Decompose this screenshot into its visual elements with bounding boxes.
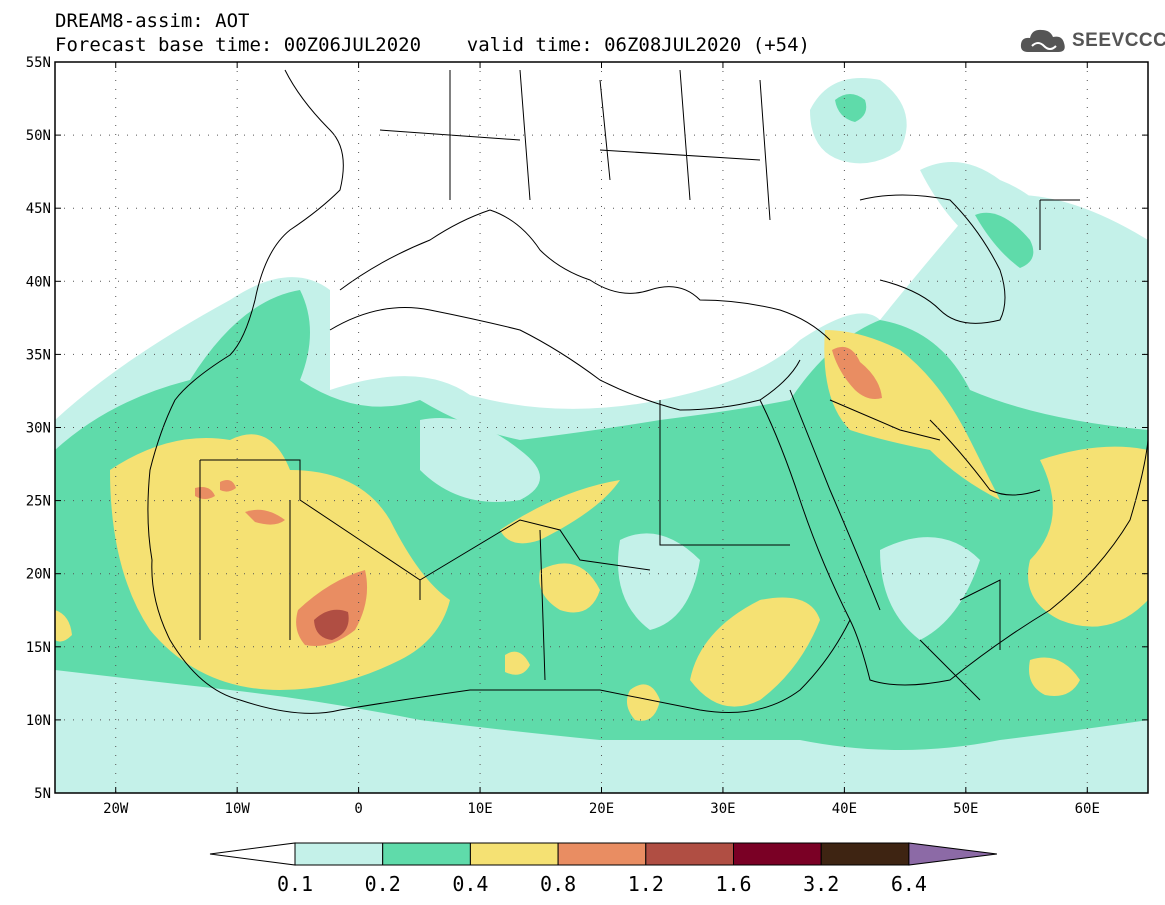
lat-label: 5N [34, 786, 51, 802]
aot-level-0.8 [220, 480, 236, 492]
lon-label: 0 [354, 801, 362, 817]
colorbar-label: 0.4 [452, 872, 489, 896]
aot-level-0.4 [539, 563, 600, 613]
cloud-icon [1020, 29, 1065, 52]
chart-title: DREAM8-assim: AOT [55, 10, 250, 32]
colorbar-label: 3.2 [803, 872, 840, 896]
lon-label: 20W [103, 801, 129, 817]
lon-label: 10W [225, 801, 251, 817]
lat-label: 10N [26, 713, 51, 729]
persian-gulf-coast [929, 419, 1041, 496]
lat-label: 50N [26, 128, 51, 144]
forecast-time-line: Forecast base time: 00Z06JUL2020 valid t… [55, 34, 810, 56]
red-sea-coast [759, 399, 851, 621]
aot-level-0.1 [420, 418, 540, 502]
lon-label: 60E [1075, 801, 1100, 817]
colorbar-label: 0.1 [276, 872, 314, 896]
lat-label: 35N [26, 347, 51, 363]
lat-label: 45N [26, 201, 51, 217]
lat-label: 20N [26, 567, 51, 583]
aot-level-0.8 [296, 570, 368, 646]
aot-level-0.4 [690, 597, 820, 707]
mediterranean-north-coast [339, 209, 831, 341]
lon-label: 50E [953, 801, 978, 817]
logo-text: SEEVCCC [1072, 30, 1165, 51]
lon-label: 10E [467, 801, 492, 817]
aot-level-0.4 [500, 480, 620, 544]
aot-level-0.4 [1029, 657, 1080, 696]
country-borders [199, 400, 790, 681]
lat-label: 40N [26, 274, 51, 290]
lat-label: 15N [26, 640, 51, 656]
lon-label: 40E [832, 801, 857, 817]
colorbar-label: 1.2 [627, 872, 664, 896]
lon-label: 20E [589, 801, 614, 817]
lon-label: 30E [710, 801, 735, 817]
coastline [147, 69, 1148, 714]
latitude-labels: 55N 50N 45N 40N 35N 30N 25N 20N 15N 10N 5N [26, 55, 51, 802]
aot-level-0.1 [810, 78, 907, 164]
aot-level-0.4 [626, 684, 660, 721]
colorbar-label: 0.8 [540, 872, 577, 896]
colorbar-label: 0.2 [364, 872, 401, 896]
aot-level-0.4 [1028, 446, 1148, 627]
aot-level-0.1 [880, 537, 980, 640]
colorbar-label: 1.6 [715, 872, 752, 896]
aot-level-0.1 [618, 533, 700, 630]
black-caspian-coast [859, 194, 1006, 324]
lat-label: 55N [26, 55, 51, 71]
red-sea-coast-east [789, 389, 881, 611]
aot-level-0.8 [245, 509, 285, 525]
aot-level-0.4 [55, 610, 72, 642]
aot-level-0.4 [110, 434, 450, 690]
lat-label: 25N [26, 494, 51, 510]
aot-level-0.2 [835, 94, 867, 122]
colorbar-label: 6.4 [890, 872, 927, 896]
mediterranean-south-coast [329, 307, 801, 411]
aot-map: 55N 50N 45N 40N 35N 30N 25N 20N 15N 10N 5N 20W 10W 0… [26, 55, 1149, 817]
longitude-labels: 20W 10W 0 10E 20E 30E 40E 50E 60E [103, 801, 1100, 817]
aot-level-0.2 [975, 212, 1034, 268]
axis-ticks [55, 61, 1148, 794]
lat-label: 30N [26, 421, 51, 437]
middle-east-borders [829, 199, 1080, 701]
seevccc-logo: SEEVCCC [1018, 24, 1165, 58]
aot-level-0.4 [505, 651, 530, 675]
aot-level-1.2 [314, 609, 349, 640]
